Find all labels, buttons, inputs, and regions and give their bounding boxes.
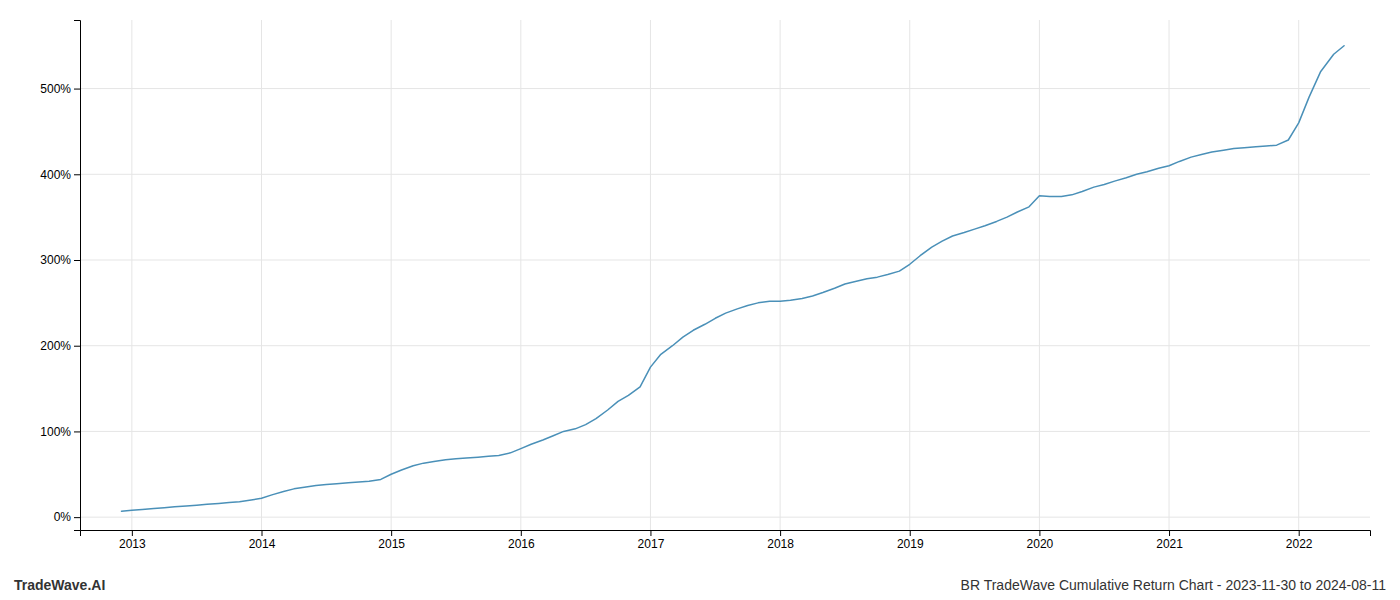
tick-mark: [74, 174, 80, 175]
tick: 400%: [40, 168, 80, 182]
tick-label: 500%: [40, 82, 71, 96]
tick-mark: [1169, 530, 1170, 536]
tick-label: 200%: [40, 339, 71, 353]
grid-line: [80, 174, 1370, 175]
grid: [80, 20, 1370, 530]
grid-line: [80, 517, 1370, 518]
x-axis: 2013 2014 2015 2016 2017 2018 2019 2020 2021 2022: [81, 530, 1371, 551]
tick-mark: [132, 530, 133, 536]
tick: 2017: [638, 530, 665, 551]
grid-line: [80, 260, 1370, 261]
grid-line: [1298, 20, 1299, 530]
tick-mark: [1299, 530, 1300, 536]
tick: 2015: [378, 530, 405, 551]
tick-label: 2018: [767, 537, 794, 551]
tick-mark: [391, 530, 392, 536]
title: BR TradeWave Cumulative Return Chart - 2…: [961, 577, 1387, 593]
tick-label: 0%: [54, 510, 72, 524]
grid-line: [1169, 20, 1170, 530]
tick-mark: [74, 346, 80, 347]
grid-line: [261, 20, 262, 530]
tick-label: 2013: [119, 537, 146, 551]
tick-label: 2015: [378, 537, 405, 551]
tick: 500%: [40, 82, 80, 96]
tick-label: 2022: [1286, 537, 1313, 551]
tick-mark: [74, 89, 80, 90]
grid-line: [80, 88, 1370, 89]
line: [121, 46, 1344, 511]
plot-area: [121, 46, 1344, 511]
grid-line: [80, 431, 1370, 432]
tick-label: 2017: [638, 537, 665, 551]
tick: 2021: [1156, 530, 1183, 551]
tick-label: 100%: [40, 425, 71, 439]
tick-mark: [1039, 530, 1040, 536]
grid-line: [909, 20, 910, 530]
grid-line: [780, 20, 781, 530]
grid-line: [1039, 20, 1040, 530]
tick-mark: [910, 530, 911, 536]
tick: 2020: [1027, 530, 1054, 551]
chart: 2013 2014 2015 2016 2017 2018 2019 2020 2021 2022…: [0, 0, 1400, 600]
tick-label: 2021: [1156, 537, 1183, 551]
tick: 100%: [40, 425, 80, 439]
tick-mark: [521, 530, 522, 536]
tick-label: 2019: [897, 537, 924, 551]
tick-mark: [74, 260, 80, 261]
grid-line: [80, 345, 1370, 346]
tick: 2016: [508, 530, 535, 551]
grid-line: [131, 20, 132, 530]
tick: 0%: [54, 510, 80, 524]
tick-mark: [74, 431, 80, 432]
tick: 300%: [40, 253, 80, 267]
tick: 2022: [1286, 530, 1313, 551]
tick-mark: [780, 530, 781, 536]
watermark: TradeWave.AI: [14, 577, 105, 593]
tick: 2019: [897, 530, 924, 551]
tick-label: 2020: [1027, 537, 1054, 551]
tick-mark: [74, 517, 80, 518]
tick-mark: [262, 530, 263, 536]
axis-line: [74, 21, 81, 531]
tick-mark: [650, 530, 651, 536]
grid-line: [520, 20, 521, 530]
grid-line: [391, 20, 392, 530]
tick: 200%: [40, 339, 80, 353]
tick-label: 2014: [249, 537, 276, 551]
y-axis: 0% 100% 200% 300% 400% 500%: [40, 21, 80, 531]
tick: 2018: [767, 530, 794, 551]
axis-line: [81, 531, 1371, 537]
tick: 2013: [119, 530, 146, 551]
tick-label: 400%: [40, 168, 71, 182]
tick-label: 300%: [40, 253, 71, 267]
tick: 2014: [249, 530, 276, 551]
tick-label: 2016: [508, 537, 535, 551]
grid-line: [650, 20, 651, 530]
